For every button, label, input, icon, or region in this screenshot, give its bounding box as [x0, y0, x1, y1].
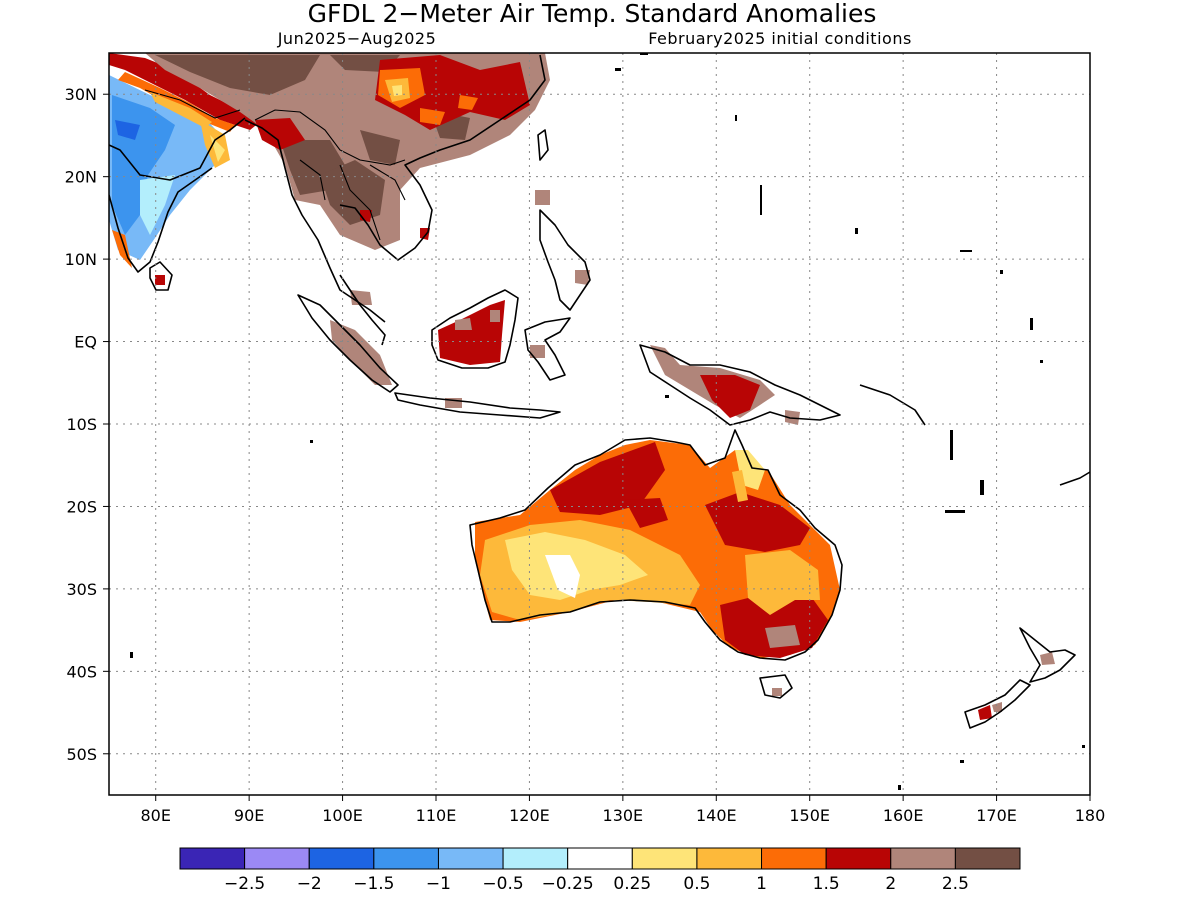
- y-tick-label: 40S: [66, 662, 97, 681]
- y-tick-label: 30N: [65, 85, 97, 104]
- coast-nz-north: [1019, 627, 1076, 683]
- x-axis: 80E 90E 100E 110E 120E 130E 140E 150E 160E 170E 18…: [140, 795, 1105, 825]
- x-tick-label: 90E: [234, 806, 264, 825]
- coast-nz-south: [964, 679, 1031, 729]
- colorbar: −2.5 −2 −1.5 −1 −0.5 −0.25 0.25 0.5 1 1.5 2 2.5: [179, 847, 1021, 894]
- coast-australia: [469, 429, 843, 661]
- anomaly-shading: [109, 53, 1055, 720]
- coast-malaya: [339, 274, 386, 346]
- coast-sumatra: [297, 294, 399, 393]
- coast-java: [394, 392, 561, 419]
- colorbar-swatch: [244, 847, 310, 870]
- colorbar-swatch: [696, 847, 763, 870]
- colorbar-swatch: [179, 847, 246, 870]
- colorbar-swatch: [373, 847, 439, 870]
- x-tick-label: 80E: [140, 806, 170, 825]
- y-tick-label: 10S: [66, 415, 97, 434]
- plot-area: [109, 53, 1090, 795]
- colorbar-swatch: [308, 847, 375, 870]
- coast-philippines: [539, 209, 591, 311]
- forecast-period: Jun2025−Aug2025: [277, 29, 437, 48]
- x-tick-label: 160E: [883, 806, 924, 825]
- himalaya-warm-band: [109, 53, 265, 130]
- borneo-warm-region: [438, 300, 505, 365]
- colorbar-swatch: [502, 847, 569, 870]
- colorbar-label: −2: [297, 874, 322, 894]
- colorbar-label: −1.5: [353, 874, 394, 894]
- colorbar-label: 1: [756, 874, 767, 894]
- coast-sulawesi: [524, 317, 571, 381]
- colorbar-label: 2.5: [942, 874, 969, 894]
- x-tick-label: 170E: [976, 806, 1017, 825]
- colorbar-label: −0.25: [542, 874, 594, 894]
- x-tick-label: 150E: [789, 806, 830, 825]
- y-tick-label: 30S: [66, 580, 97, 599]
- coast-new-guinea: [639, 344, 841, 426]
- x-tick-label: 140E: [696, 806, 737, 825]
- x-tick-label: 110E: [416, 806, 457, 825]
- y-tick-label: 20N: [65, 168, 97, 187]
- y-tick-label: 10N: [65, 250, 97, 269]
- coast-sri-lanka: [149, 261, 173, 291]
- coast-indochina: [339, 54, 546, 261]
- colorbar-label: −1: [426, 874, 451, 894]
- y-tick-label: 50S: [66, 745, 97, 764]
- initial-conditions: February2025 initial conditions: [648, 29, 912, 48]
- colorbar-label: 0.25: [613, 874, 651, 894]
- coastlines: [109, 54, 1090, 729]
- x-tick-label: 180: [1075, 806, 1106, 825]
- x-tick-label: 120E: [509, 806, 550, 825]
- colorbar-label: 1.5: [813, 874, 840, 894]
- pacific-islands: [130, 53, 1085, 790]
- coast-india: [109, 117, 246, 273]
- coast-taiwan: [537, 129, 549, 161]
- graticule: [109, 53, 1090, 795]
- y-axis: 30N 20N 10N EQ 10S 20S 30S 40S 50S: [65, 85, 109, 764]
- colorbar-label: −2.5: [224, 874, 265, 894]
- x-tick-label: 100E: [322, 806, 363, 825]
- coast-tasmania: [759, 674, 793, 699]
- colorbar-swatch: [890, 847, 956, 870]
- colorbar-swatch: [825, 847, 892, 870]
- colorbar-swatch: [631, 847, 698, 870]
- map-title: GFDL 2−Meter Air Temp. Standard Anomalie…: [308, 0, 877, 28]
- colorbar-swatch: [437, 847, 504, 870]
- y-tick-label: EQ: [74, 333, 97, 352]
- country-borders: [144, 89, 406, 241]
- colorbar-label: 0.5: [683, 874, 710, 894]
- x-tick-label: 130E: [603, 806, 644, 825]
- coast-borneo: [431, 289, 519, 369]
- colorbar-swatch: [954, 847, 1021, 870]
- colorbar-label: −0.5: [482, 874, 523, 894]
- y-tick-label: 20S: [66, 497, 97, 516]
- colorbar-swatch: [567, 847, 633, 870]
- colorbar-swatch: [761, 847, 827, 870]
- colorbar-label: 2: [885, 874, 896, 894]
